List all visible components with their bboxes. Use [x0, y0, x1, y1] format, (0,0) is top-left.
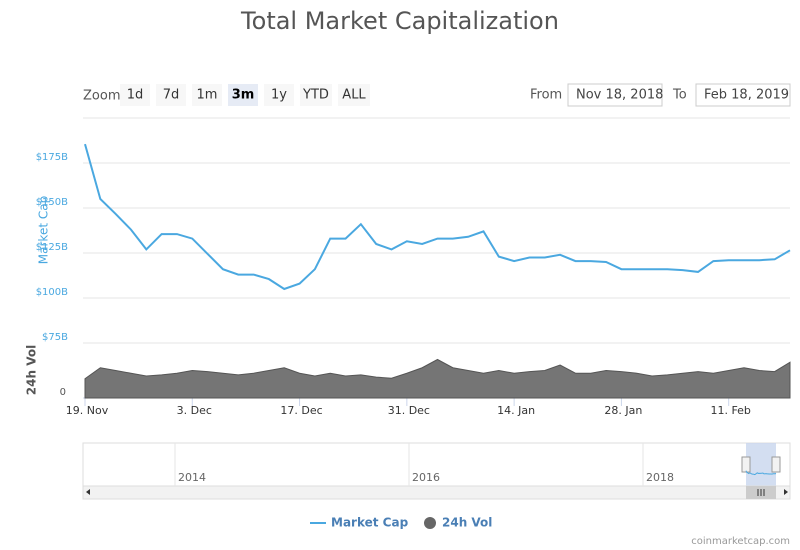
legend-label[interactable]: 24h Vol: [442, 516, 492, 530]
y-tick-label: $125B: [36, 242, 68, 253]
navigator[interactable]: [82, 442, 791, 487]
y-axis-title: Market Cap: [37, 196, 51, 264]
chart-title: Total Market Capitalization: [240, 7, 559, 35]
range-button[interactable]: [300, 84, 332, 106]
y2-tick-label: 0: [60, 387, 66, 398]
volume-area: [84, 358, 791, 399]
range-button[interactable]: [156, 84, 186, 106]
navigator-selection[interactable]: [746, 443, 776, 486]
navigator-label: 2018: [646, 471, 674, 484]
navigator-label: 2016: [412, 471, 440, 484]
x-tick-label: 31. Dec: [388, 404, 430, 417]
range-button[interactable]: [192, 84, 222, 106]
to-input[interactable]: [695, 83, 791, 107]
y-tick-label: $75B: [42, 332, 68, 343]
from-value[interactable]: Nov 18, 2018: [576, 88, 663, 103]
range-button[interactable]: [120, 84, 150, 106]
range-button[interactable]: [338, 84, 370, 106]
x-tick-label: 3. Dec: [177, 404, 212, 417]
range-button-label[interactable]: 1y: [271, 88, 287, 103]
navigator-handle[interactable]: [741, 456, 751, 473]
line: [84, 143, 791, 291]
to-value[interactable]: Feb 18, 2019: [704, 88, 789, 103]
y2-axis-title: 24h Vol: [25, 345, 39, 395]
x-tick-label: 28. Jan: [604, 404, 642, 417]
scroll-grip: [757, 489, 765, 496]
to-label: To: [672, 88, 687, 103]
navigator-label: 2014: [178, 471, 206, 484]
range-button-label[interactable]: 1m: [197, 88, 218, 103]
range-button-label[interactable]: 1d: [127, 88, 144, 103]
from-label: From: [530, 88, 562, 103]
zoom-label: Zoom: [83, 89, 120, 104]
range-button[interactable]: [228, 84, 258, 106]
navigator-line: [745, 470, 777, 476]
legend-label[interactable]: Market Cap: [331, 516, 409, 530]
y-tick-label: $175B: [36, 152, 68, 163]
range-button-label[interactable]: 7d: [163, 88, 180, 103]
from-input[interactable]: [567, 83, 663, 107]
navigator-handle[interactable]: [771, 456, 781, 473]
legend-symbol[interactable]: [424, 517, 436, 529]
x-tick-label: 19. Nov: [66, 404, 109, 417]
range-button[interactable]: [264, 84, 294, 106]
y-tick-label: $150B: [36, 197, 68, 208]
scroll-right[interactable]: [784, 489, 788, 495]
scroll-left[interactable]: [86, 489, 90, 495]
y-tick-label: $100B: [36, 287, 68, 298]
x-tick-label: 17. Dec: [280, 404, 322, 417]
x-tick-label: 11. Feb: [710, 404, 750, 417]
x-tick-label: 14. Jan: [497, 404, 535, 417]
credit: coinmarketcap.com: [691, 536, 790, 547]
range-button-label[interactable]: 3m: [232, 88, 255, 103]
range-button-label[interactable]: ALL: [342, 88, 366, 103]
range-button-label[interactable]: YTD: [302, 88, 329, 103]
scrollbar[interactable]: [82, 485, 791, 500]
